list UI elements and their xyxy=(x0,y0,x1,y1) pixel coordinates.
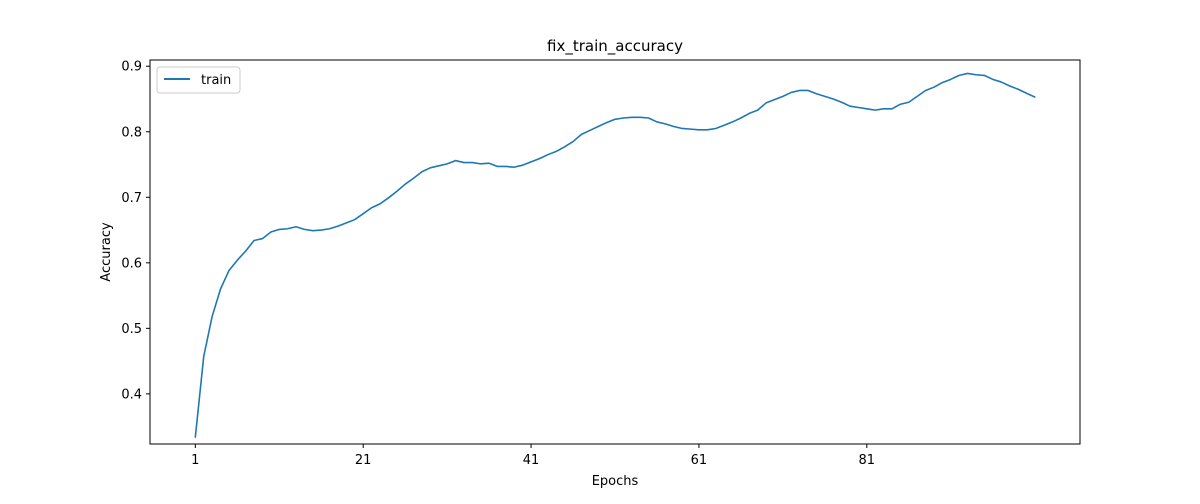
x-tick-label: 1 xyxy=(191,453,199,468)
y-tick-label: 0.9 xyxy=(121,60,142,75)
plot-area: 1 21 41 61 81 0.4 0.5 0.6 0.7 0.8 0.9 xyxy=(121,59,1081,468)
y-tick-label: 0.5 xyxy=(121,322,142,337)
x-tick-label: 21 xyxy=(355,453,372,468)
chart-title: fix_train_accuracy xyxy=(547,37,683,56)
y-tick-label: 0.8 xyxy=(121,125,142,140)
x-axis-label: Epochs xyxy=(592,474,639,489)
series-layer xyxy=(194,72,1036,438)
x-axis: 1 21 41 61 81 xyxy=(191,444,875,468)
legend: train xyxy=(156,66,241,94)
legend-label-train: train xyxy=(201,73,231,88)
series-line-train xyxy=(194,72,1036,438)
y-axis-label: Accuracy xyxy=(99,222,114,282)
y-tick-label: 0.4 xyxy=(121,387,142,402)
y-tick-label: 0.7 xyxy=(121,191,142,206)
y-tick-label: 0.6 xyxy=(121,256,142,271)
legend-box xyxy=(156,66,241,94)
x-tick-label: 61 xyxy=(691,453,708,468)
y-axis: 0.4 0.5 0.6 0.7 0.8 0.9 xyxy=(121,60,150,402)
x-tick-label: 81 xyxy=(859,453,876,468)
x-tick-label: 41 xyxy=(523,453,540,468)
plot-frame xyxy=(149,59,1081,445)
